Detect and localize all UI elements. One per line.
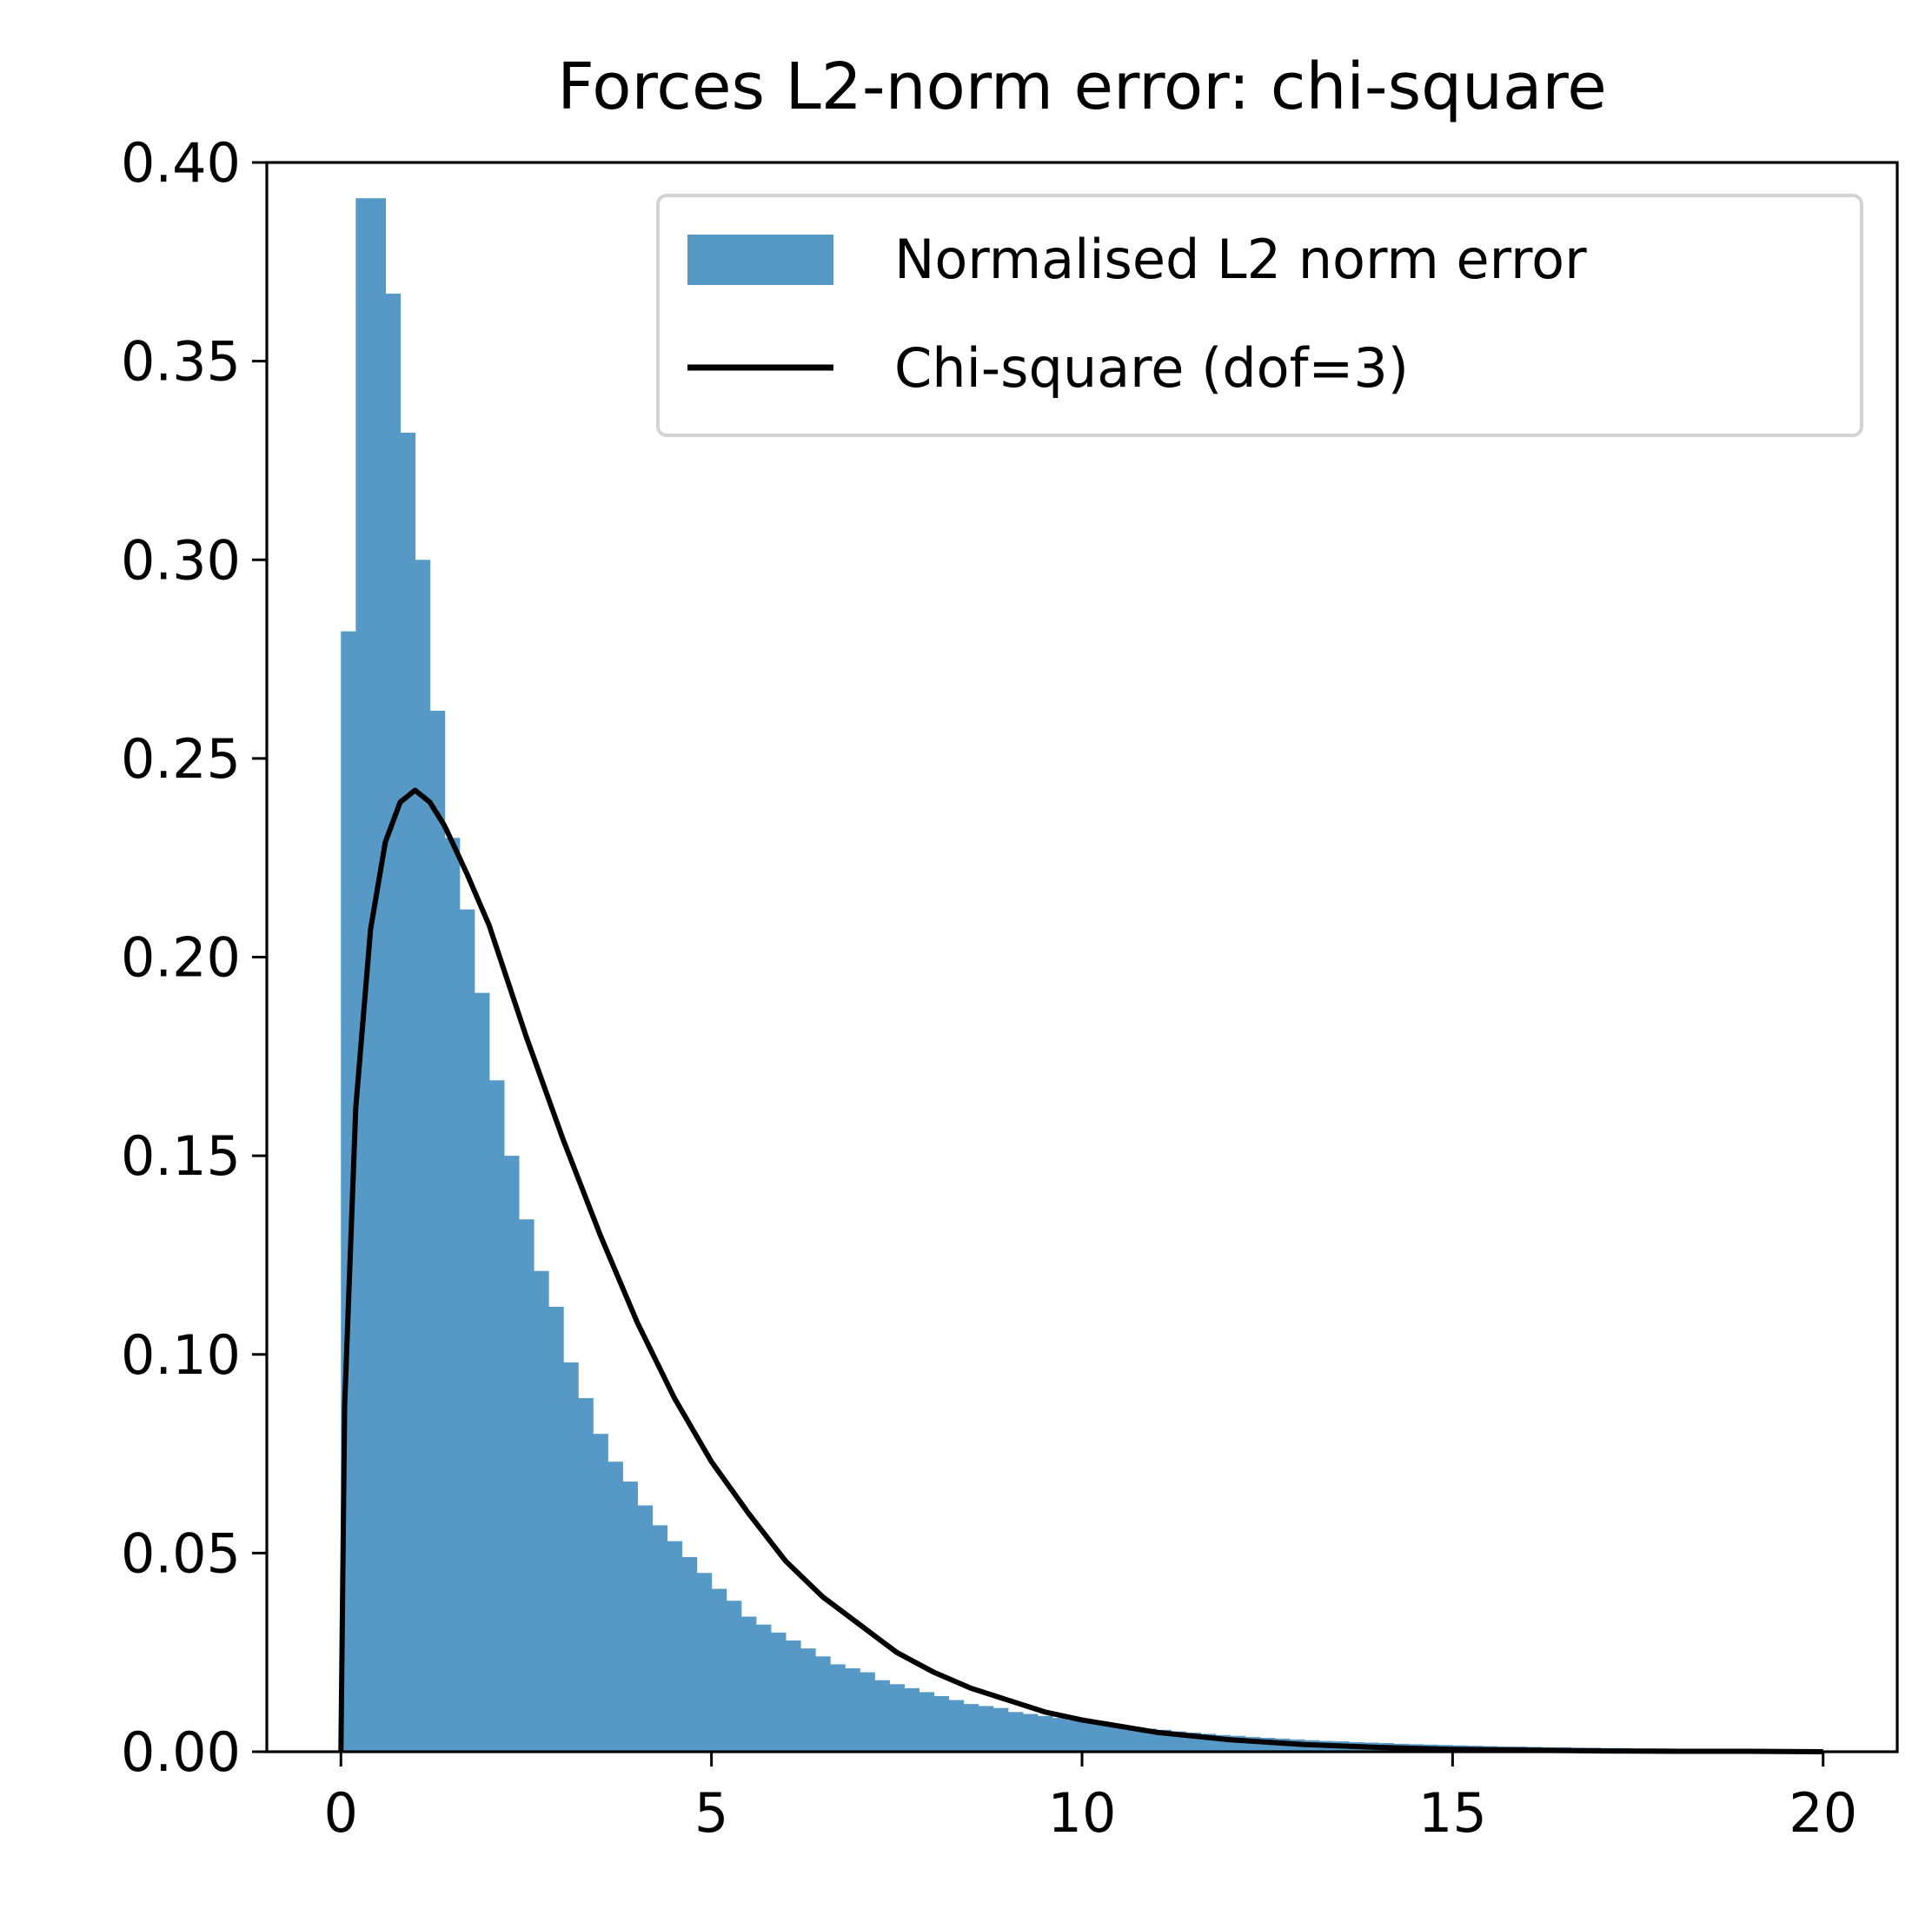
histogram-bar — [860, 1672, 875, 1752]
histogram-bar — [355, 198, 371, 1752]
histogram-bar — [578, 1398, 594, 1752]
histogram-bar — [652, 1525, 668, 1752]
histogram-bar — [1082, 1721, 1098, 1752]
histogram-bars — [341, 198, 1824, 1753]
x-tick-label: 15 — [1418, 1781, 1487, 1845]
y-tick-label: 0.30 — [121, 528, 241, 592]
histogram-bar — [696, 1573, 713, 1752]
histogram-bar — [904, 1687, 920, 1752]
x-axis-ticks: 0 5 10 15 20 — [324, 1752, 1857, 1845]
histogram-bar — [607, 1462, 623, 1752]
y-tick-label: 0.05 — [121, 1521, 241, 1585]
histogram-bar — [1112, 1725, 1127, 1752]
histogram-bar — [993, 1707, 1009, 1752]
histogram-bar — [400, 432, 416, 1753]
histogram-bar — [533, 1270, 549, 1752]
histogram-bar — [874, 1680, 890, 1752]
histogram-bar — [740, 1616, 757, 1752]
y-axis-ticks: 0.00 0.05 0.10 0.15 0.20 0.25 0.30 0.35 0.40 — [121, 131, 267, 1784]
histogram-bar — [385, 293, 402, 1752]
x-tick-label: 20 — [1789, 1781, 1857, 1845]
histogram-bar — [1141, 1728, 1157, 1752]
chart-title: Forces L2-norm error: chi-square — [557, 50, 1606, 124]
histogram-bar — [474, 992, 490, 1752]
histogram-bar — [889, 1684, 905, 1752]
histogram-bar — [429, 711, 446, 1752]
histogram-bar — [978, 1706, 994, 1752]
histogram-bar — [755, 1624, 772, 1752]
histogram-bar — [1126, 1727, 1142, 1752]
x-tick-label: 0 — [324, 1781, 358, 1845]
y-tick-label: 0.40 — [121, 131, 241, 195]
histogram-bar — [415, 560, 431, 1752]
legend-frame — [656, 194, 1863, 437]
histogram-bar — [711, 1588, 727, 1752]
histogram-bar — [830, 1664, 846, 1752]
histogram-bar — [770, 1632, 787, 1752]
y-tick-label: 0.10 — [121, 1323, 241, 1387]
histogram-bar — [548, 1306, 564, 1752]
y-tick-label: 0.20 — [121, 926, 241, 990]
chi-square-line — [338, 787, 1823, 1754]
histogram-bar — [459, 909, 475, 1752]
histogram-bar — [681, 1556, 698, 1752]
histogram-bar — [963, 1704, 979, 1752]
histogram-bar — [1022, 1713, 1039, 1752]
histogram-bar — [488, 1080, 505, 1752]
chi-square-line-layer — [338, 787, 1823, 1754]
histogram-bar — [933, 1695, 950, 1752]
histogram-bar — [1097, 1723, 1112, 1752]
histogram-bar — [370, 198, 387, 1752]
histogram-bar — [637, 1505, 654, 1752]
legend-label-line: Chi-square (dof=3) — [894, 336, 1409, 400]
histogram-bar — [622, 1481, 638, 1752]
y-tick-label: 0.25 — [121, 727, 241, 791]
x-tick-label: 5 — [694, 1781, 728, 1845]
histogram-bar — [593, 1434, 608, 1752]
y-tick-label: 0.35 — [121, 330, 241, 394]
histogram-bar — [785, 1640, 801, 1752]
histogram-bar — [444, 838, 461, 1752]
histogram-bar — [1037, 1715, 1053, 1752]
legend-swatch-histogram — [687, 235, 833, 285]
histogram-bar — [1066, 1720, 1083, 1752]
y-tick-label: 0.00 — [121, 1720, 241, 1784]
histogram-bar — [726, 1601, 742, 1752]
histogram-bar — [1007, 1712, 1024, 1752]
histogram-bar — [518, 1219, 534, 1752]
y-tick-label: 0.15 — [121, 1124, 241, 1188]
histogram-bar — [667, 1541, 683, 1752]
histogram-bar — [503, 1156, 520, 1753]
legend: Normalised L2 norm error Chi-square (dof… — [656, 194, 1863, 437]
histogram-bar — [1052, 1718, 1068, 1752]
histogram-bar — [815, 1656, 831, 1752]
histogram-bar — [845, 1667, 860, 1752]
histogram-bar — [919, 1692, 935, 1752]
legend-label-histogram: Normalised L2 norm error — [894, 228, 1587, 291]
x-tick-label: 10 — [1048, 1781, 1117, 1845]
histogram-bar — [948, 1700, 965, 1752]
histogram-bar — [800, 1648, 816, 1752]
histogram-bar — [563, 1362, 579, 1752]
